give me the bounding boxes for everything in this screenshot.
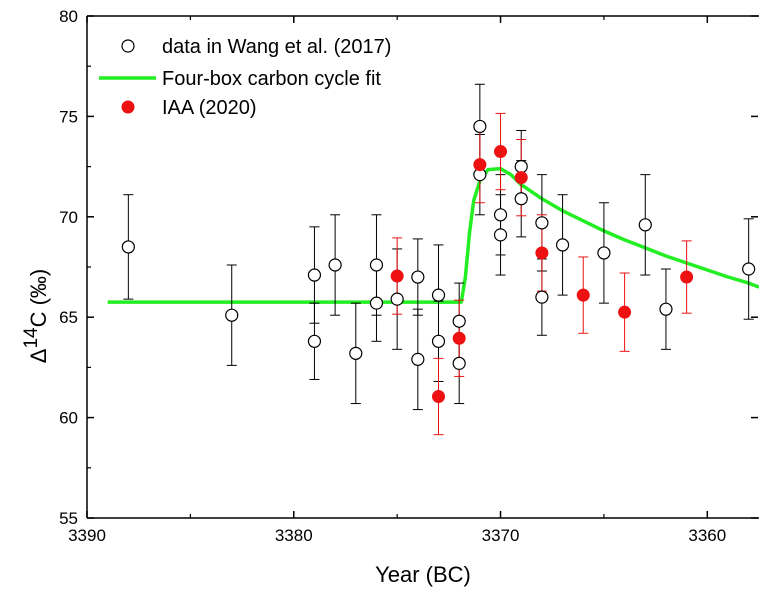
wang-data-point [431,288,446,302]
wang-data-point [307,334,322,348]
iaa-data-point [680,270,694,284]
y-tick-label: 65 [59,308,78,327]
wang-data-point [452,314,466,328]
y-axis-title-rest: C (‰) [26,269,51,328]
x-tick-label: 3360 [688,526,726,545]
wang-data-point [452,356,466,370]
iaa-data-point [452,331,466,345]
wang-data-point [307,268,322,282]
wang-data-point [514,160,528,174]
wang-data-point [473,119,487,134]
x-tick-label: 3370 [482,526,520,545]
x-axis-title: Year (BC) [375,562,471,587]
wang-data-point [514,192,528,206]
iaa-data-point [514,171,528,185]
iaa-data-point [432,390,446,404]
y-tick-label: 55 [59,509,78,528]
wang-data-point [349,346,363,360]
legend-symbol-iaa [121,100,135,114]
legend: data in Wang et al. (2017) Four-box carbo… [99,36,391,119]
wang-data-point [121,240,135,254]
y-tick-label: 80 [59,7,78,26]
legend-symbol-wang [121,39,135,53]
legend-label-iaa: IAA (2020) [162,97,257,119]
y-tick-label: 75 [59,107,78,126]
wang-data-point [390,292,404,306]
wang-data-point [493,228,508,242]
wang-data-point [638,218,652,232]
wang-data-point [659,302,673,316]
fit-line-layer [107,166,759,304]
y-tick-label: 60 [59,409,78,428]
wang-data-point [742,262,756,276]
y-tick-label: 70 [59,208,78,227]
iaa-data-point [390,269,404,283]
wang-data-point [369,296,384,310]
fit-line [107,166,759,304]
y-axis-title-sup: 14 [21,327,42,349]
iaa-data-point [535,246,549,260]
iaa-data-point [494,145,508,159]
wang-data-point [369,258,384,272]
wang-data-point [411,352,425,366]
wang-data-point [431,334,446,348]
iaa-data-point [473,158,487,172]
wang-data-point [411,270,425,284]
wang-data-point [535,216,549,230]
y-axis-title-delta: Δ [26,348,51,363]
wang-data-point [225,308,239,322]
x-tick-label: 3380 [275,526,313,545]
wang-data-point [328,258,342,272]
legend-label-fit: Four-box carbon cycle fit [162,68,381,90]
wang-data-point [555,238,570,252]
wang-data-point [493,208,508,222]
x-tick-label: 3390 [68,526,106,545]
y-axis-title: Δ14C (‰) [21,269,51,364]
wang-data-point [535,290,549,304]
axes: 3390 3380 3370 3360 55 60 65 70 75 80 [59,7,759,545]
iaa-data-point [618,305,632,319]
legend-label-wang: data in Wang et al. (2017) [162,36,391,58]
iaa-data-point [576,288,590,302]
points-layer [121,83,756,436]
wang-data-point [597,246,611,260]
